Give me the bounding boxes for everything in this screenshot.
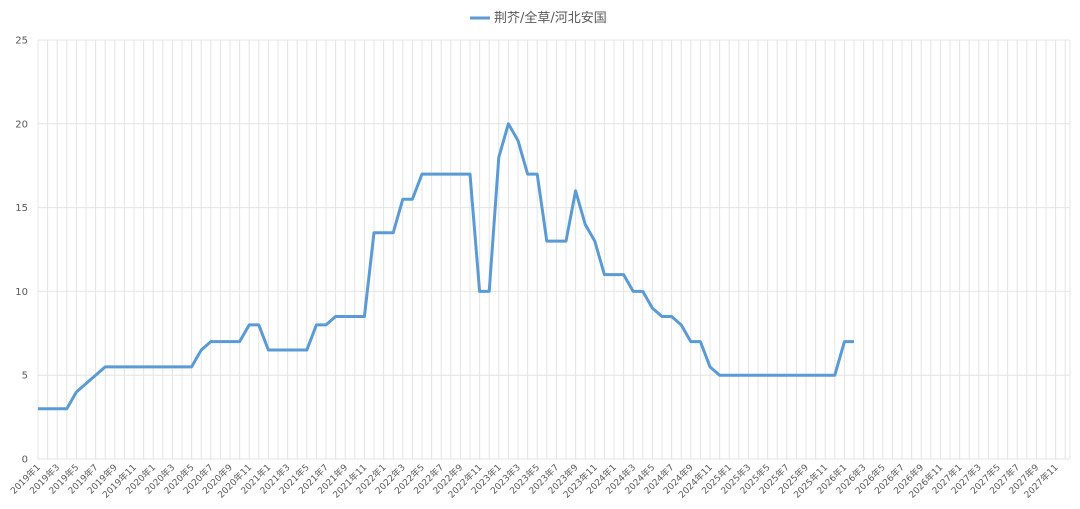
legend-label: 荆芥/全草/河北安国 — [494, 10, 607, 26]
y-tick-label: 5 — [22, 371, 28, 382]
y-tick-label: 0 — [22, 455, 28, 466]
y-tick-label: 15 — [15, 203, 28, 214]
y-tick-label: 20 — [15, 119, 28, 130]
data-line — [38, 122, 854, 411]
y-tick-label: 10 — [15, 287, 28, 298]
y-tick-label: 25 — [15, 36, 28, 47]
legend: 荆芥/全草/河北安国 — [470, 10, 607, 26]
